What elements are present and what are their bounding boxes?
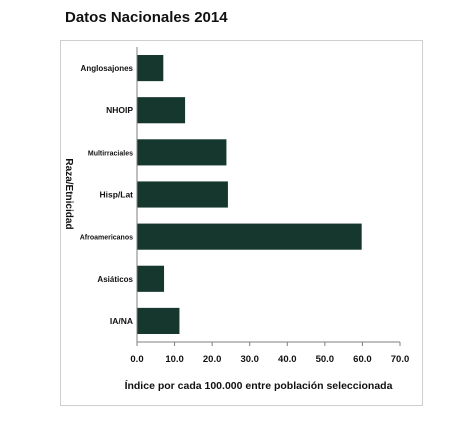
bars-group <box>137 55 362 334</box>
x-tick-label: 30.0 <box>240 354 259 365</box>
category-labels: Anglosajones NHOIP Multirraciales Hisp/Lat A… <box>80 64 134 326</box>
bar-anglosajones <box>137 55 164 82</box>
category-label-anglosajones: Anglosajones <box>81 64 134 73</box>
x-tick-label: 60.0 <box>353 354 372 365</box>
x-tick-label: 10.0 <box>165 354 184 365</box>
bar-ia-na <box>137 307 180 334</box>
category-label-asiaticos: Asiáticos <box>97 275 133 284</box>
bar-nhoip <box>137 97 186 124</box>
bar-hisp-lat <box>137 181 228 208</box>
category-label-nhoip: NHOIP <box>106 105 133 115</box>
page-title: Datos Nacionales 2014 <box>65 9 228 26</box>
chart-frame <box>60 40 423 406</box>
bar-asiaticos <box>137 265 165 292</box>
category-label-multirraciales: Multirraciales <box>88 150 133 157</box>
x-tick-label: 70.0 <box>391 354 410 365</box>
x-tick-label: 40.0 <box>278 354 297 365</box>
category-label-ia-na: IA/NA <box>110 316 133 326</box>
bar-afroamericanos <box>137 223 362 250</box>
x-tick-label: 0.0 <box>130 354 143 365</box>
x-tick-label: 20.0 <box>203 354 222 365</box>
y-axis-label: Raza/Etnicidad <box>63 158 74 229</box>
category-label-afroamericanos: Afroamericanos <box>80 235 133 242</box>
bar-multirraciales <box>137 139 227 166</box>
x-tick-label: 50.0 <box>316 354 335 365</box>
x-axis-label: Índice por cada 100.000 entre población … <box>125 379 393 392</box>
x-axis-ticks: 0.0 10.0 20.0 30.0 40.0 50.0 60.0 70.0 <box>130 342 409 365</box>
category-label-hisp-lat: Hisp/Lat <box>99 190 133 200</box>
